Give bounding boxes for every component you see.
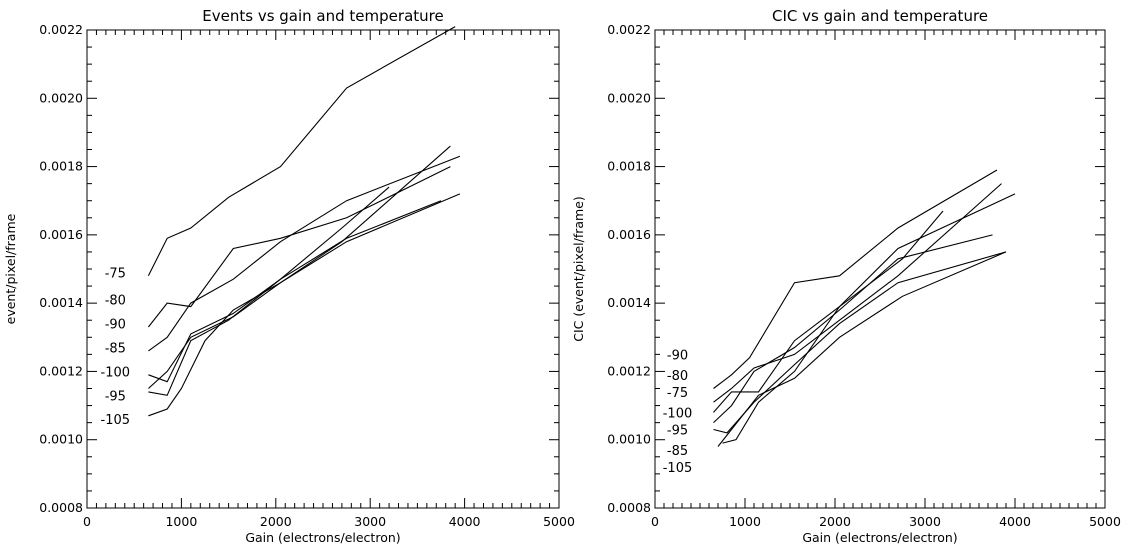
cic-series-line-1 xyxy=(713,169,998,389)
events-chart-title: Events vs gain and temperature xyxy=(202,7,443,25)
cic-temperature-label: -85 xyxy=(667,444,688,459)
events-x-tick-label: 3000 xyxy=(354,514,386,529)
events-y-tick-label: 0.0020 xyxy=(39,90,83,105)
events-series-line-6 xyxy=(148,186,390,396)
cic-y-axis-label: CIC (event/pixel/frame) xyxy=(571,196,586,342)
cic-chart: CIC vs gain and temperature Gain (electro… xyxy=(571,7,1121,545)
events-y-tick-label: 0.0016 xyxy=(39,227,83,242)
cic-series-line-7 xyxy=(717,251,1007,447)
cic-x-tick-label: 1000 xyxy=(729,514,761,529)
cic-series-line-5 xyxy=(713,251,1007,434)
events-temperature-label: -75 xyxy=(105,266,126,281)
events-x-tick-label: 4000 xyxy=(449,514,481,529)
cic-x-tick-label: 5000 xyxy=(1089,514,1121,529)
cic-temperature-label: -90 xyxy=(667,348,688,363)
cic-y-tick-label: 0.0018 xyxy=(607,159,651,174)
cic-x-tick-label: 0 xyxy=(651,514,659,529)
events-temperature-label: -80 xyxy=(105,294,126,309)
cic-series-line-3 xyxy=(713,193,1016,413)
events-y-tick-label: 0.0018 xyxy=(39,159,83,174)
cic-y-tick-label: 0.0014 xyxy=(607,295,651,310)
cic-temperature-label: -100 xyxy=(663,406,693,421)
cic-x-axis-label: Gain (electrons/electron) xyxy=(802,530,957,545)
events-temperature-label: -95 xyxy=(105,389,126,404)
cic-y-tick-label: 0.0020 xyxy=(607,90,651,105)
events-x-tick-label: 5000 xyxy=(543,514,575,529)
events-x-axis-label: Gain (electrons/electron) xyxy=(245,530,400,545)
events-y-tick-label: 0.0014 xyxy=(39,295,83,310)
cic-y-tick-label: 0.0012 xyxy=(607,363,651,378)
events-x-tick-label: 1000 xyxy=(165,514,197,529)
cic-temperature-label: -105 xyxy=(663,461,693,476)
cic-x-tick-label: 2000 xyxy=(819,514,851,529)
cic-y-tick-label: 0.0008 xyxy=(607,500,651,515)
events-series-line-2 xyxy=(147,166,451,328)
cic-y-tick-label: 0.0022 xyxy=(607,22,651,37)
events-chart: Events vs gain and temperature Gain (elec… xyxy=(3,7,575,545)
cic-series-line-4 xyxy=(713,234,993,423)
cic-plot-frame xyxy=(654,29,1106,509)
events-y-tick-label: 0.0022 xyxy=(39,22,83,37)
events-y-tick-label: 0.0012 xyxy=(39,363,83,378)
events-temperature-label: -105 xyxy=(101,413,131,428)
events-temperature-label: -100 xyxy=(101,365,131,380)
events-y-tick-label: 0.0008 xyxy=(39,500,83,515)
cic-x-tick-label: 4000 xyxy=(999,514,1031,529)
events-series-line-7 xyxy=(148,193,461,417)
cic-chart-title: CIC vs gain and temperature xyxy=(772,7,988,25)
events-y-tick-label: 0.0010 xyxy=(39,432,83,447)
cic-series-line-2 xyxy=(713,183,1002,403)
cic-series-line-6 xyxy=(722,210,944,444)
cic-temperature-label: -75 xyxy=(667,386,688,401)
cic-temperature-label: -80 xyxy=(667,369,688,384)
events-series-line-3 xyxy=(148,155,461,352)
cic-y-tick-label: 0.0010 xyxy=(607,432,651,447)
events-series-line-4 xyxy=(148,200,442,383)
cic-temperature-label: -95 xyxy=(667,423,688,438)
cic-x-tick-label: 3000 xyxy=(909,514,941,529)
events-temperature-label: -85 xyxy=(105,342,126,357)
events-plot-frame xyxy=(86,29,560,509)
events-x-tick-label: 0 xyxy=(83,514,91,529)
cic-y-tick-label: 0.0016 xyxy=(607,227,651,242)
events-series-line-1 xyxy=(147,26,456,277)
events-x-tick-label: 2000 xyxy=(260,514,292,529)
events-temperature-label: -90 xyxy=(105,318,126,333)
events-y-axis-label: event/pixel/frame xyxy=(3,213,18,324)
